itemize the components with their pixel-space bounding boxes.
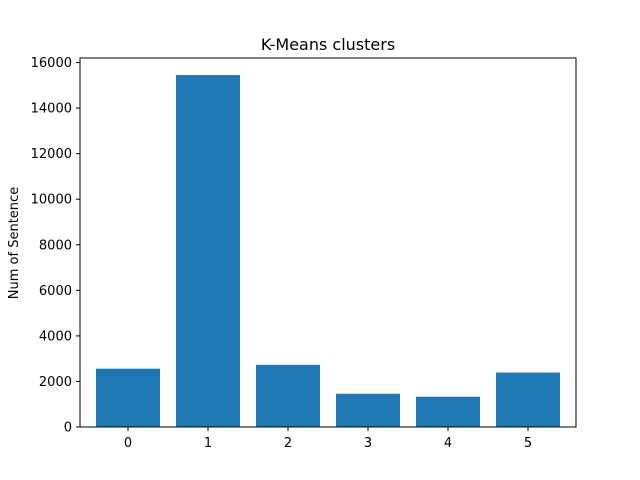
bar-cluster-2 bbox=[256, 364, 320, 427]
x-tick-label: 3 bbox=[364, 436, 372, 451]
y-tick-label: 10000 bbox=[31, 193, 72, 208]
x-tick-label: 0 bbox=[124, 436, 132, 451]
x-axis-ticks: 0 1 2 3 4 5 bbox=[124, 427, 532, 451]
bar-cluster-3 bbox=[336, 393, 400, 427]
bar-cluster-1 bbox=[176, 75, 240, 427]
y-tick-label: 4000 bbox=[39, 329, 72, 344]
x-tick-label: 5 bbox=[524, 436, 532, 451]
y-tick-label: 16000 bbox=[31, 56, 72, 71]
y-tick-label: 2000 bbox=[39, 375, 72, 390]
y-axis-title: Num of Sentence bbox=[7, 187, 22, 299]
bar-cluster-5 bbox=[496, 372, 560, 427]
y-tick-label: 14000 bbox=[31, 102, 72, 117]
y-tick-label: 8000 bbox=[39, 238, 72, 253]
bars-group bbox=[96, 75, 560, 427]
y-axis-ticks: 0 2000 4000 6000 8000 10000 12000 14000 16000 bbox=[31, 56, 80, 436]
y-tick-label: 6000 bbox=[39, 284, 72, 299]
bar-cluster-0 bbox=[96, 368, 160, 427]
bar-cluster-4 bbox=[416, 396, 480, 427]
chart-title: K-Means clusters bbox=[261, 35, 395, 54]
x-tick-label: 2 bbox=[284, 436, 292, 451]
y-tick-label: 0 bbox=[64, 421, 72, 436]
plot-frame bbox=[79, 57, 577, 428]
y-tick-label: 12000 bbox=[31, 147, 72, 162]
x-tick-label: 1 bbox=[204, 436, 212, 451]
x-tick-label: 4 bbox=[444, 436, 452, 451]
